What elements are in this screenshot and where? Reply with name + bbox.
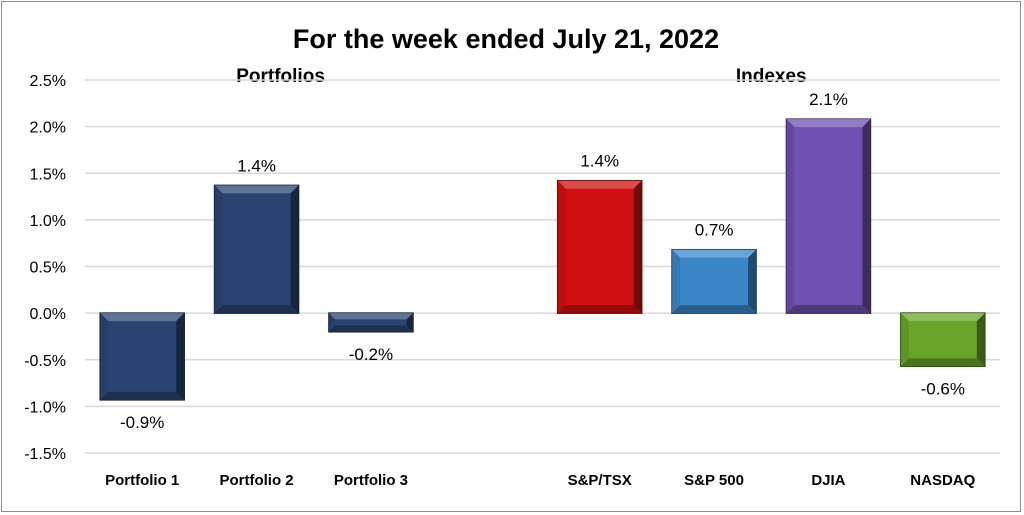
bar-body bbox=[671, 248, 757, 314]
bar-bevel-left bbox=[672, 249, 681, 314]
data-label: 0.7% bbox=[695, 221, 734, 240]
bar-body bbox=[99, 312, 185, 401]
bar-bevel-left bbox=[900, 313, 909, 367]
data-label: 1.4% bbox=[580, 152, 619, 171]
bar-bevel-bottom bbox=[900, 358, 985, 367]
bar-bevel-top bbox=[786, 119, 871, 128]
bar bbox=[556, 179, 643, 314]
y-tick-label: 1.5% bbox=[30, 166, 66, 183]
bar-body bbox=[556, 179, 643, 314]
bar-bevel-top bbox=[328, 313, 413, 320]
bar-bevel-bottom bbox=[214, 305, 299, 314]
x-tick-label: Portfolio 3 bbox=[334, 472, 408, 489]
bar-bevel-bottom bbox=[557, 305, 642, 314]
y-tick-label: 0.5% bbox=[30, 260, 66, 277]
bar bbox=[785, 118, 872, 314]
data-label: -0.9% bbox=[120, 413, 164, 432]
bar bbox=[900, 312, 986, 368]
bar bbox=[213, 184, 300, 314]
bar-bevel-left bbox=[100, 313, 109, 400]
chart-title: For the week ended July 21, 2022 bbox=[293, 24, 719, 54]
bar-bevel-left bbox=[328, 313, 336, 332]
bar bbox=[671, 248, 757, 314]
bar-bevel-left bbox=[786, 119, 795, 314]
bar-bevel-top bbox=[100, 313, 185, 322]
y-tick-label: 2.0% bbox=[30, 120, 66, 137]
y-tick-label: 0.0% bbox=[30, 306, 66, 323]
x-tick-label: S&P 500 bbox=[684, 472, 744, 489]
y-tick-label: -0.5% bbox=[24, 353, 66, 370]
x-tick-label: Portfolio 2 bbox=[219, 472, 293, 489]
group-label-portfolios: Portfolios bbox=[236, 66, 325, 87]
y-tick-label: -1.5% bbox=[24, 446, 66, 463]
y-tick-label: 1.0% bbox=[30, 213, 66, 230]
bar-bevel-bottom bbox=[100, 391, 185, 400]
data-label: -0.2% bbox=[349, 345, 393, 364]
bar-body bbox=[785, 118, 872, 314]
bar-bevel-top bbox=[214, 185, 299, 194]
x-tick-label: Portfolio 1 bbox=[105, 472, 179, 489]
bar-bevel-right bbox=[976, 313, 985, 367]
bar-bevel-top bbox=[672, 249, 757, 258]
bar-bevel-right bbox=[862, 119, 871, 314]
data-label: -0.6% bbox=[921, 379, 965, 398]
bar-bevel-right bbox=[748, 249, 757, 314]
bar-bevel-right bbox=[633, 180, 642, 314]
bar bbox=[99, 312, 185, 401]
y-tick-label: 2.5% bbox=[30, 73, 66, 90]
bar-bevel-bottom bbox=[786, 305, 871, 314]
data-label: 2.1% bbox=[809, 90, 848, 109]
bar-bevel-left bbox=[557, 180, 566, 314]
bar-bevel-right bbox=[290, 185, 299, 314]
bar-body bbox=[213, 184, 300, 314]
x-tick-label: NASDAQ bbox=[910, 472, 975, 489]
bar-bevel-bottom bbox=[672, 305, 757, 314]
bar-bevel-left bbox=[214, 185, 223, 314]
data-label: 1.4% bbox=[237, 156, 276, 175]
bar-bevel-top bbox=[900, 313, 985, 322]
bar-bevel-right bbox=[176, 313, 185, 400]
bar-bevel-top bbox=[557, 180, 642, 189]
bar-bevel-bottom bbox=[328, 325, 413, 332]
x-tick-label: DJIA bbox=[811, 472, 845, 489]
group-label-indexes: Indexes bbox=[736, 66, 807, 87]
bar bbox=[328, 312, 414, 333]
y-tick-label: -1.0% bbox=[24, 399, 66, 416]
x-tick-label: S&P/TSX bbox=[568, 472, 632, 489]
